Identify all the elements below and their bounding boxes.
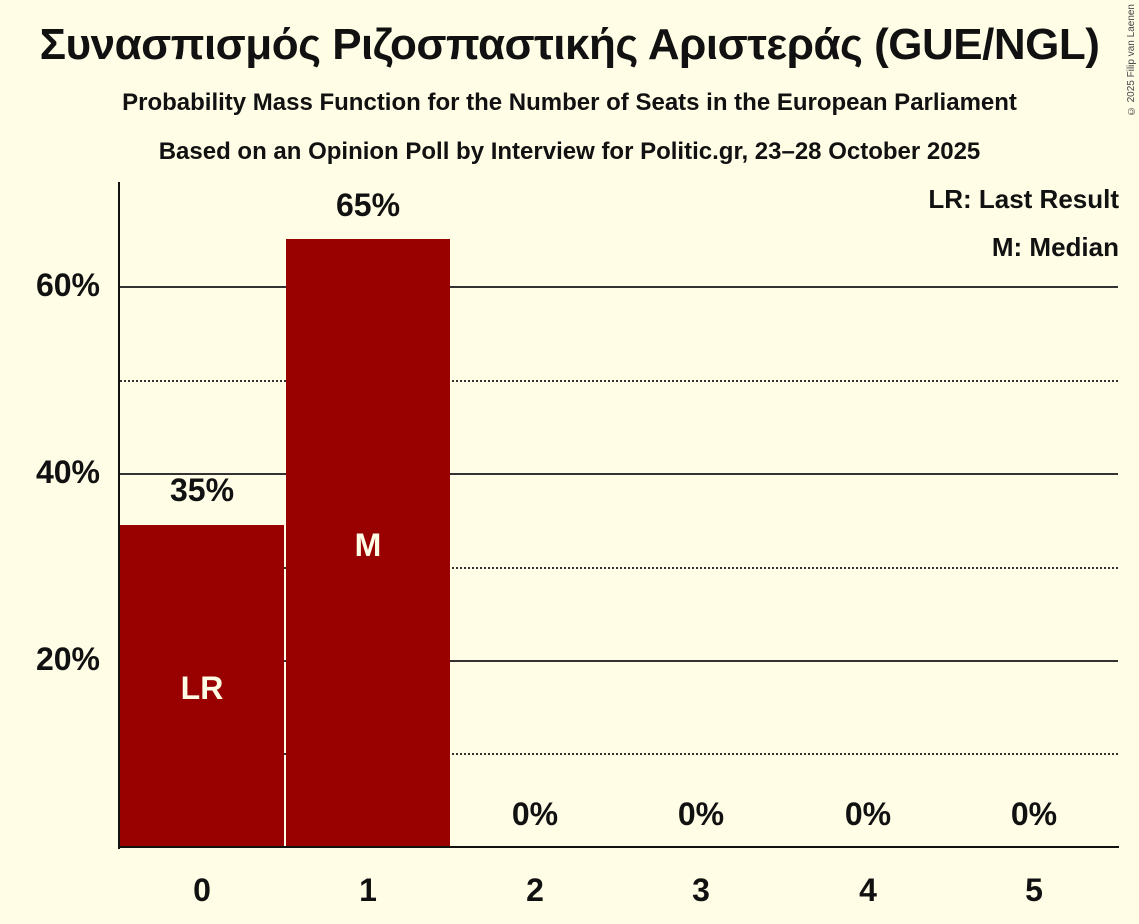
bar-1 [286, 239, 450, 847]
gridline-major-20 [120, 660, 1118, 662]
copyright: © 2025 Filip van Laenen [1126, 4, 1137, 117]
x-tick-3: 3 [692, 872, 710, 908]
chart-subtitle: Probability Mass Function for the Number… [122, 89, 1017, 116]
gridline-minor-30 [120, 567, 1118, 569]
y-axis [118, 182, 120, 849]
bar-value-4: 0% [844, 796, 892, 832]
bar-value-0: 35% [169, 472, 235, 508]
bar-value-5: 0% [1010, 796, 1058, 832]
gridline-minor-50 [120, 380, 1118, 382]
x-axis [118, 846, 1119, 848]
legend-median: M: Median [991, 232, 1119, 262]
y-tick-60: 60% [35, 267, 100, 303]
x-tick-1: 1 [359, 872, 377, 908]
x-tick-2: 2 [526, 872, 544, 908]
gridline-major-40 [120, 473, 1118, 475]
bar-0 [120, 525, 284, 847]
bar-value-1: 65% [335, 187, 401, 223]
x-tick-5: 5 [1025, 872, 1043, 908]
y-tick-40: 40% [35, 454, 100, 490]
bar-marker-median: M [354, 527, 382, 563]
y-tick-20: 20% [35, 641, 100, 677]
gridline-major-60 [120, 286, 1118, 288]
chart-source: Based on an Opinion Poll by Interview fo… [158, 138, 981, 165]
chart-title: Συνασπισμός Ριζοσπαστικής Αριστεράς (GUE… [39, 20, 1100, 69]
bar-value-2: 0% [511, 796, 559, 832]
legend-last-result: LR: Last Result [928, 184, 1119, 214]
x-tick-4: 4 [859, 872, 877, 908]
gridline-minor-10 [120, 753, 1118, 755]
bar-marker-lr: LR [180, 670, 224, 706]
x-tick-0: 0 [193, 872, 211, 908]
bar-value-3: 0% [677, 796, 725, 832]
